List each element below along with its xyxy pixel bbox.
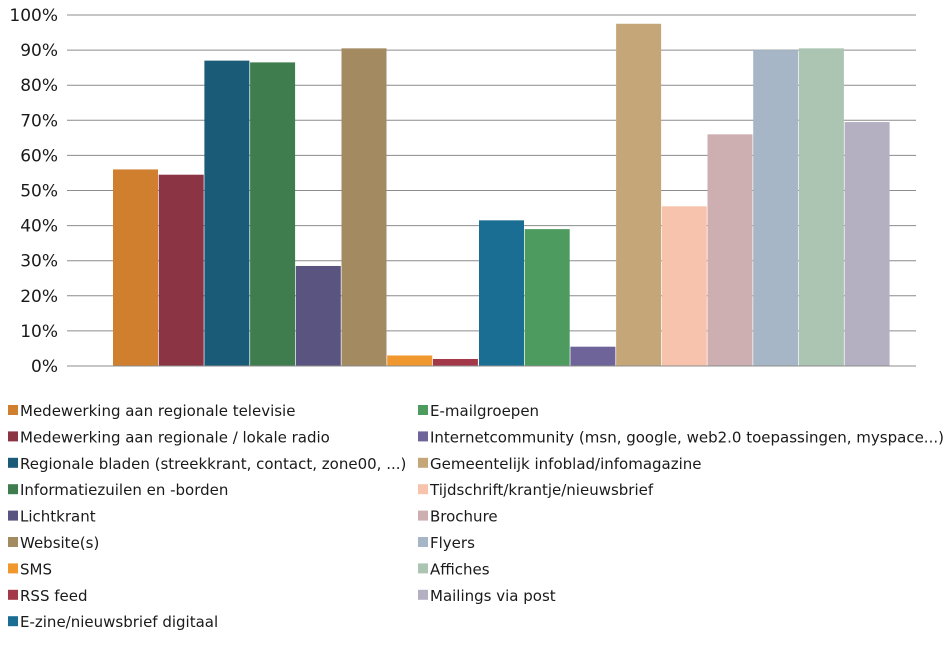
legend-swatch bbox=[418, 563, 428, 574]
y-tick-label: 70% bbox=[20, 111, 58, 131]
legend-swatch bbox=[418, 431, 428, 442]
legend-swatch bbox=[8, 405, 18, 415]
legend-item: Gemeentelijk infoblad/infomagazine bbox=[418, 455, 702, 473]
y-tick-label: 50% bbox=[20, 182, 58, 202]
legend-swatch bbox=[8, 563, 18, 574]
legend-swatch bbox=[418, 457, 428, 468]
legend-label: Lichtkrant bbox=[20, 508, 96, 526]
legend-swatch bbox=[418, 589, 428, 600]
legend-item: Brochure bbox=[418, 508, 498, 526]
legend-swatch bbox=[418, 510, 428, 521]
legend-swatch bbox=[8, 484, 18, 495]
legend: Medewerking aan regionale televisie Medew… bbox=[8, 402, 944, 631]
legend-label: Flyers bbox=[430, 534, 475, 552]
y-tick-label: 40% bbox=[20, 217, 58, 237]
legend-swatch bbox=[8, 537, 18, 547]
legend-label: Medewerking aan regionale / lokale radio bbox=[20, 428, 330, 446]
legend-label: Website(s) bbox=[20, 534, 99, 552]
y-tick-label: 100% bbox=[9, 6, 58, 26]
legend-label: E-zine/nieuwsbrief digitaal bbox=[20, 613, 218, 631]
legend-label: Tijdschrift/krantje/nieuwsbrief bbox=[429, 481, 654, 499]
legend-label: Informatiezuilen en -borden bbox=[20, 481, 228, 499]
bar bbox=[158, 174, 204, 366]
bar bbox=[524, 229, 570, 366]
bar bbox=[844, 122, 890, 367]
legend-label: Affiches bbox=[430, 560, 490, 578]
y-tick-label: 30% bbox=[20, 252, 58, 272]
bar bbox=[661, 206, 707, 366]
legend-swatch bbox=[418, 537, 428, 547]
legend-item: Medewerking aan regionale televisie bbox=[8, 402, 295, 420]
legend-label: E-mailgroepen bbox=[430, 402, 539, 420]
bar bbox=[707, 134, 753, 366]
legend-item: Lichtkrant bbox=[8, 508, 96, 526]
y-tick-label: 20% bbox=[20, 287, 58, 307]
legend-item: Affiches bbox=[418, 560, 490, 578]
y-tick-label: 90% bbox=[20, 41, 58, 61]
legend-swatch bbox=[8, 616, 18, 627]
legend-item: Medewerking aan regionale / lokale radio bbox=[8, 428, 330, 446]
bar bbox=[250, 62, 296, 366]
y-tick-label: 80% bbox=[20, 76, 58, 96]
legend-swatch bbox=[418, 405, 428, 415]
legend-swatch bbox=[418, 484, 428, 495]
legend-label: Gemeentelijk infoblad/infomagazine bbox=[430, 455, 702, 473]
bar bbox=[432, 358, 478, 366]
legend-label: Mailings via post bbox=[430, 587, 556, 605]
legend-item: SMS bbox=[8, 560, 52, 578]
legend-item: Flyers bbox=[418, 534, 475, 552]
bar bbox=[204, 60, 250, 366]
y-axis-ticks: 0% 10% 20% 30% 40% 50% 60% 70% 80% 90% 100% bbox=[9, 6, 58, 377]
legend-swatch bbox=[8, 431, 18, 442]
legend-item: Internetcommunity (msn, google, web2.0 t… bbox=[418, 428, 944, 446]
y-tick-label: 10% bbox=[20, 322, 58, 342]
legend-label: SMS bbox=[20, 560, 52, 578]
bar bbox=[570, 346, 616, 366]
legend-item: Tijdschrift/krantje/nieuwsbrief bbox=[418, 481, 654, 499]
legend-item: Website(s) bbox=[8, 534, 99, 552]
legend-item: Informatiezuilen en -borden bbox=[8, 481, 228, 499]
legend-item: Mailings via post bbox=[418, 587, 556, 605]
legend-label: Medewerking aan regionale televisie bbox=[20, 402, 295, 420]
y-tick-label: 60% bbox=[20, 146, 58, 166]
bar bbox=[341, 48, 387, 366]
legend-item: RSS feed bbox=[8, 587, 88, 605]
bar bbox=[479, 220, 524, 366]
bar bbox=[753, 50, 799, 366]
bars bbox=[113, 23, 890, 367]
legend-label: RSS feed bbox=[20, 587, 88, 605]
bar bbox=[387, 355, 433, 366]
legend-label: Regionale bladen (streekkrant, contact, … bbox=[20, 455, 406, 473]
bar bbox=[798, 48, 844, 366]
legend-item: Regionale bladen (streekkrant, contact, … bbox=[8, 455, 406, 473]
legend-swatch bbox=[8, 510, 18, 521]
legend-swatch bbox=[8, 589, 18, 600]
bar bbox=[616, 23, 662, 367]
bar bbox=[113, 169, 158, 366]
legend-item: E-mailgroepen bbox=[418, 402, 539, 420]
legend-label: Brochure bbox=[430, 508, 498, 526]
legend-label: Internetcommunity (msn, google, web2.0 t… bbox=[430, 428, 944, 446]
legend-swatch bbox=[8, 457, 18, 468]
legend-item: E-zine/nieuwsbrief digitaal bbox=[8, 613, 218, 631]
bar bbox=[295, 265, 341, 366]
y-tick-label: 0% bbox=[31, 357, 58, 377]
